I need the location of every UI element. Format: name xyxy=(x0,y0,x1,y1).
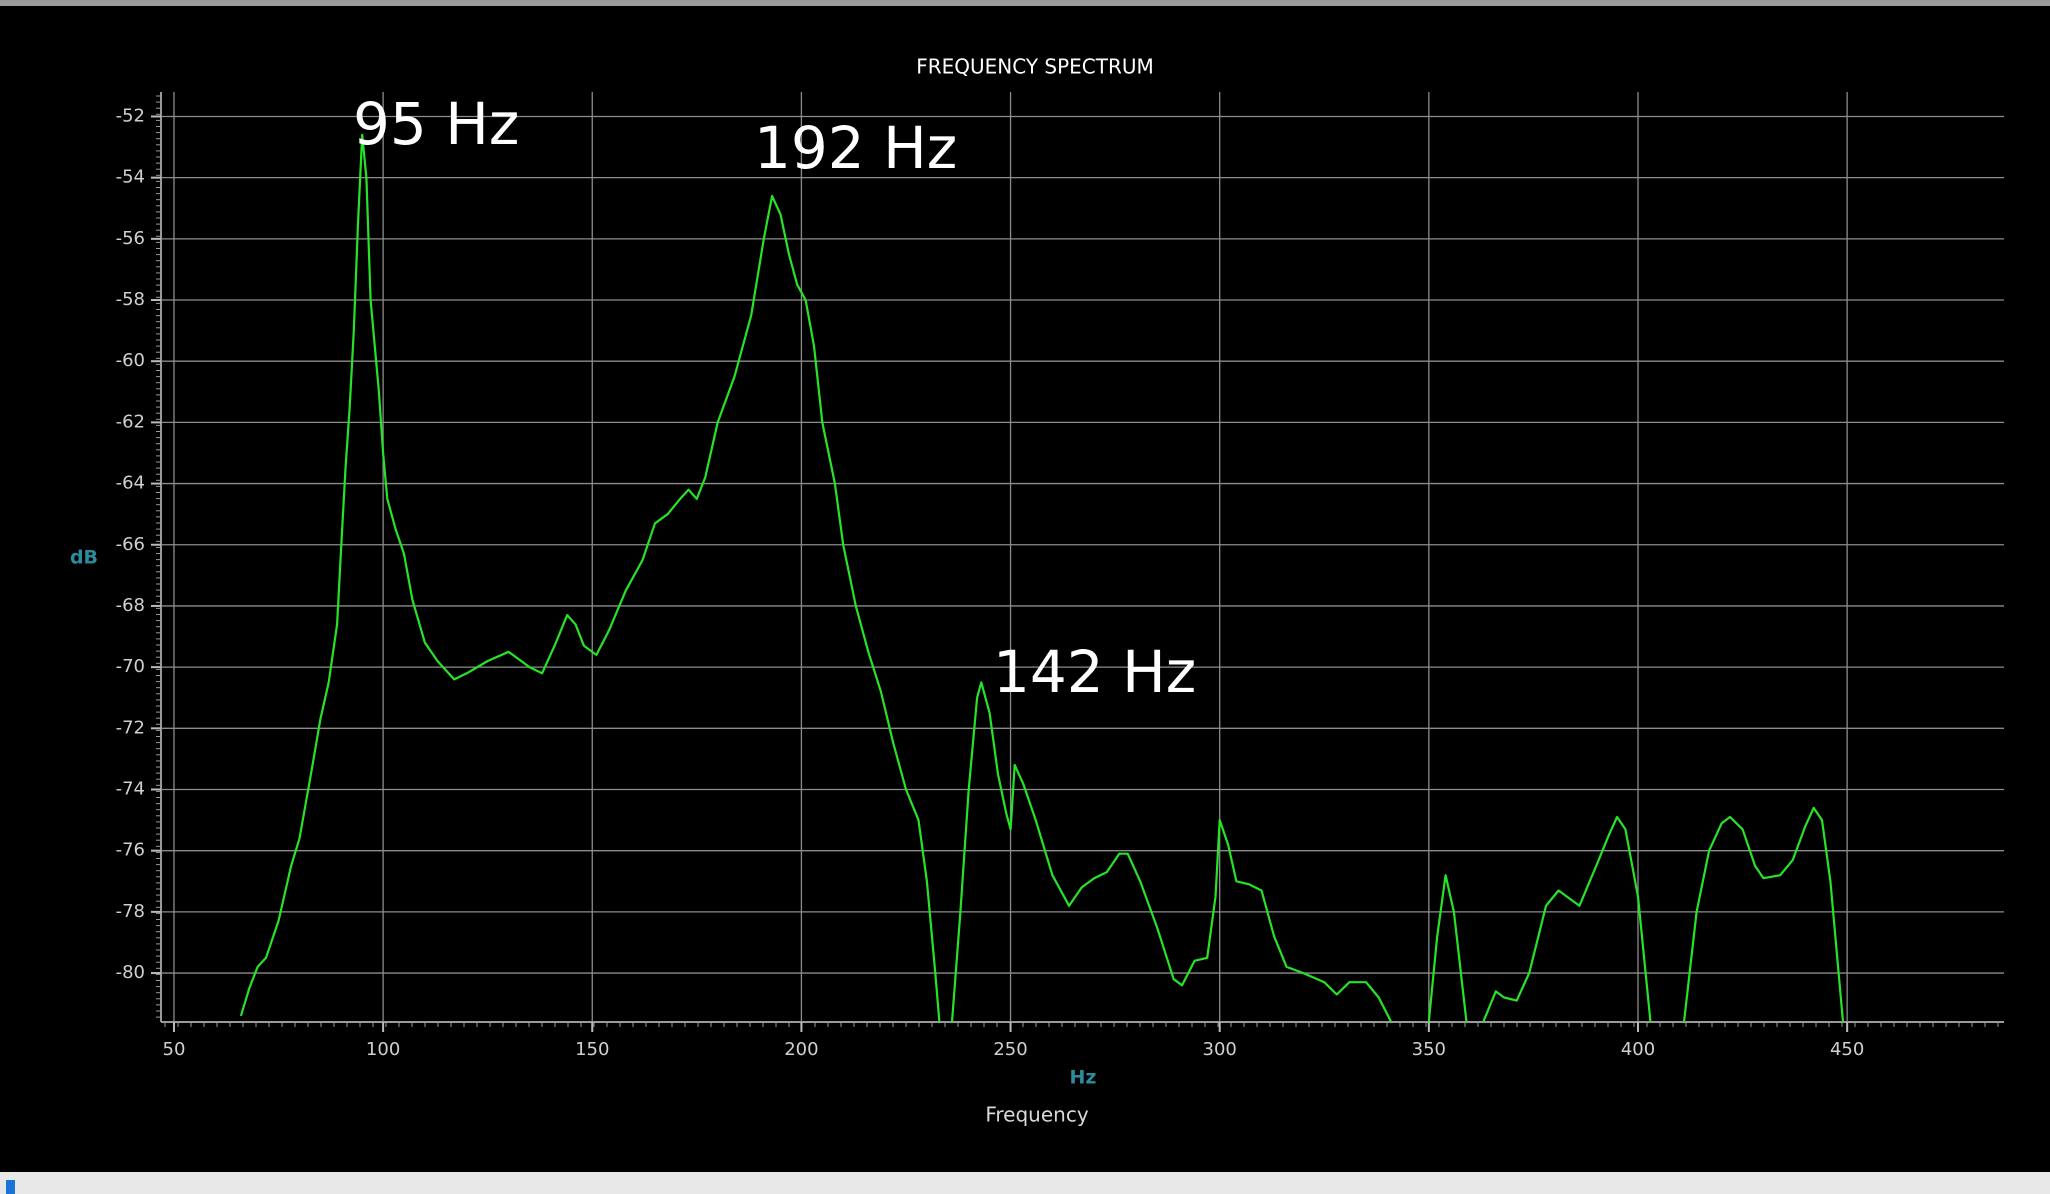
y-tick-label: -58 xyxy=(116,289,145,310)
peak-annotation: 192 Hz xyxy=(754,114,957,182)
status-bar xyxy=(0,1172,2050,1194)
y-tick-label: -62 xyxy=(116,411,145,432)
y-tick-label: -76 xyxy=(116,840,145,861)
y-tick-label: -56 xyxy=(116,228,145,249)
y-tick-label: -52 xyxy=(116,105,145,126)
peak-annotation: 95 Hz xyxy=(353,90,519,158)
peak-annotation: 142 Hz xyxy=(993,638,1196,706)
x-tick-label: 100 xyxy=(366,1039,400,1060)
y-axis-label: dB xyxy=(70,547,98,569)
x-tick-label: 150 xyxy=(575,1039,609,1060)
y-tick-label: -78 xyxy=(116,901,145,922)
y-tick-label: -72 xyxy=(116,717,145,738)
y-tick-label: -64 xyxy=(116,473,145,494)
x-tick-label: 350 xyxy=(1412,1039,1446,1060)
y-tick-label: -80 xyxy=(116,962,145,983)
y-tick-label: -66 xyxy=(116,534,145,555)
status-indicator xyxy=(6,1180,15,1194)
y-tick-label: -54 xyxy=(116,167,145,188)
x-tick-label: 200 xyxy=(784,1039,818,1060)
window-top-border xyxy=(0,0,2050,6)
x-axis-unit: Hz xyxy=(1070,1067,1097,1089)
x-tick-label: 250 xyxy=(993,1039,1027,1060)
x-tick-label: 400 xyxy=(1621,1039,1655,1060)
chart-title: FREQUENCY SPECTRUM xyxy=(916,55,1154,79)
x-tick-label: 300 xyxy=(1203,1039,1237,1060)
x-axis-label: Frequency xyxy=(985,1103,1088,1127)
y-tick-label: -70 xyxy=(116,656,145,677)
y-tick-label: -68 xyxy=(116,595,145,616)
spectrum-line xyxy=(239,133,1845,1023)
x-tick-label: 50 xyxy=(163,1039,186,1060)
y-tick-label: -74 xyxy=(116,779,145,800)
y-tick-label: -60 xyxy=(116,350,145,371)
x-tick-label: 450 xyxy=(1830,1039,1864,1060)
